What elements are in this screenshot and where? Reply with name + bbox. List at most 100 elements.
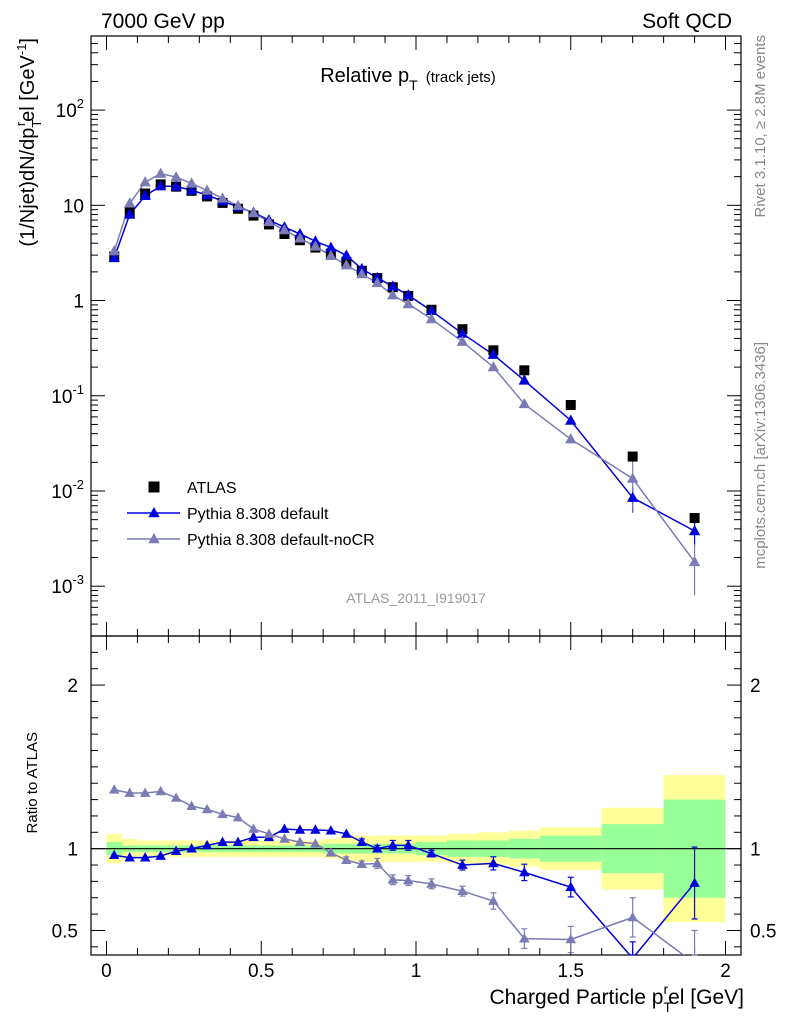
rivet-label: Rivet 3.1.10, ≥ 2.8M events xyxy=(752,35,769,218)
main-ylabel-exp: -1 xyxy=(14,44,29,56)
pythia-nocr-point xyxy=(185,177,198,188)
pythia-nocr-point xyxy=(425,312,438,324)
ratio-y-tick-label-right: 1 xyxy=(750,840,761,861)
ratio-pythia-default-point xyxy=(310,824,321,834)
ratio-pythia-nocr-point xyxy=(565,933,576,944)
pythia-default-point xyxy=(309,235,322,246)
ratio-pythia-default-point xyxy=(387,839,399,850)
ratio-pythia-nocr-point xyxy=(627,911,638,922)
header-right: Soft QCD xyxy=(642,10,732,33)
ratio-pythia-default-point xyxy=(689,877,700,887)
y-tick-label: 10-3 xyxy=(51,572,84,598)
ratio-pythia-nocr-point xyxy=(263,828,275,838)
pythia-nocr-point xyxy=(402,297,414,309)
pythia-nocr-point xyxy=(456,335,469,346)
pythia-nocr-point xyxy=(387,289,399,300)
ratio-pythia-nocr-point xyxy=(372,857,383,868)
main-ylabel-part3: ] xyxy=(17,38,39,44)
pythia-default-point xyxy=(123,208,136,219)
ratio-y-tick-label: 1 xyxy=(67,840,78,861)
pythia-nocr-point xyxy=(487,361,500,372)
ratio-pythia-default-point xyxy=(232,836,244,846)
pythia-nocr-point xyxy=(518,397,531,409)
ratio-y-tick-label-right: 0.5 xyxy=(750,921,776,942)
analysis-id: ATLAS_2011_I919017 xyxy=(346,590,486,606)
ratio-pythia-nocr-point xyxy=(201,803,213,814)
ratio-pythia-default-point xyxy=(457,859,468,869)
pythia-nocr-point xyxy=(626,472,639,483)
y-tick-base: 10 xyxy=(51,482,72,503)
header-left: 7000 GeV pp xyxy=(101,10,225,33)
pythia-nocr-point xyxy=(232,199,244,210)
plot-title-sub: T xyxy=(409,77,418,93)
ratio-y-tick-label: 0.5 xyxy=(52,921,78,942)
pythia-default-point xyxy=(518,374,531,385)
pythia-nocr-point xyxy=(278,224,291,235)
pythia-nocr-point xyxy=(325,249,337,261)
ratio-pythia-nocr-point xyxy=(108,784,120,794)
legend-marker-triangle xyxy=(148,507,160,518)
ratio-pythia-default-point xyxy=(325,825,337,835)
main-ylabel: (1/Njet)dN/dpTrel [GeV-1] xyxy=(13,38,44,247)
pythia-nocr-point xyxy=(294,232,306,243)
ratio-pythia-nocr-point xyxy=(519,933,530,943)
ratio-ylabel: Ratio to ATLAS xyxy=(24,732,41,833)
ratio-pythia-default-point xyxy=(248,831,259,842)
pythia-nocr-point xyxy=(123,197,136,208)
y-tick-label: 10-2 xyxy=(51,477,84,503)
pythia-default-point xyxy=(487,348,500,359)
pythia-default-point xyxy=(154,180,167,191)
plot-title-main: Relative p xyxy=(320,65,409,87)
pythia-default-point xyxy=(108,251,120,263)
ratio-pythia-default-point xyxy=(403,839,414,850)
pythia-nocr-point xyxy=(565,433,577,444)
pythia-default-point xyxy=(340,249,353,260)
ratio-pythia-default-point xyxy=(279,823,290,833)
atlas-point xyxy=(565,399,576,410)
plot-title: Relative pT (track jets) xyxy=(320,65,496,93)
ratio-pythia-nocr-point xyxy=(186,800,197,810)
ratio-pythia-default-point xyxy=(186,843,197,853)
pythia-default-point xyxy=(387,280,399,291)
xlabel: Charged Particle pTrel [GeV] xyxy=(489,981,744,1015)
x-tick-label: 1.5 xyxy=(558,961,584,982)
legend-label: Pythia 8.308 default-noCR xyxy=(187,532,375,549)
ratio-pythia-default-point xyxy=(426,848,437,858)
atlas-point xyxy=(627,451,638,462)
legend-marker-atlas xyxy=(148,481,160,493)
pythia-nocr-point xyxy=(201,184,213,195)
atlas-point xyxy=(689,513,700,524)
ratio-pythia-nocr-point xyxy=(248,823,259,833)
x-tick-label: 2 xyxy=(720,961,731,982)
pythia-default-point xyxy=(139,189,151,200)
ratio-pythia-nocr-point xyxy=(356,858,368,869)
main-ylabel-sub: T xyxy=(29,120,44,128)
main-ylabel-part1: (1/Njet)dN/dp xyxy=(17,128,39,247)
main-series-line xyxy=(113,172,696,563)
legend-label: Pythia 8.308 default xyxy=(187,506,329,523)
x-tick-label: 0.5 xyxy=(248,961,274,982)
pythia-default-point xyxy=(565,414,577,425)
ratio-pythia-nocr-point xyxy=(124,787,135,797)
y-tick-exponent: -2 xyxy=(72,477,84,492)
ratio-pythia-default-point xyxy=(201,839,213,850)
y-tick-exponent: -3 xyxy=(72,572,84,587)
y-tick-exponent: 2 xyxy=(77,96,84,111)
ratio-pythia-nocr-point xyxy=(279,833,290,843)
pythia-nocr-point xyxy=(356,267,368,279)
y-tick-label: 10-1 xyxy=(51,382,84,408)
ratio-pythia-default-point xyxy=(139,852,151,862)
y-tick-base: 10 xyxy=(51,387,72,408)
pythia-nocr-point xyxy=(263,215,275,227)
ratio-pythia-default-point xyxy=(155,850,166,860)
pythia-default-point xyxy=(626,491,639,502)
ratio-pythia-nocr-point xyxy=(325,847,337,857)
xlabel-sub: T xyxy=(663,999,672,1015)
atlas-point xyxy=(519,365,530,376)
ratio-pythia-nocr-point xyxy=(341,854,352,864)
ratio-pythia-nocr-point xyxy=(232,812,244,822)
y-tick-label: 102 xyxy=(56,96,84,122)
pythia-default-point xyxy=(170,180,182,191)
plot-title-note: (track jets) xyxy=(426,69,496,86)
